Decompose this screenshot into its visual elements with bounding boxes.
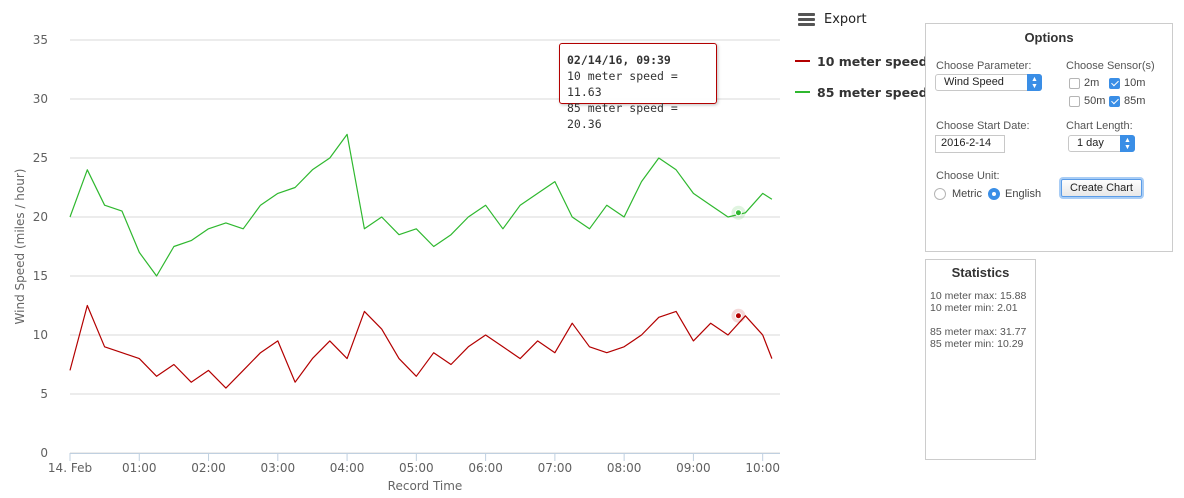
- stat-10m-max: 10 meter max: 15.88: [930, 290, 1027, 302]
- x-tick-label: 08:00: [607, 461, 642, 475]
- y-tick-label: 20: [33, 210, 48, 224]
- unit-english-radio[interactable]: [988, 188, 1000, 200]
- hamburger-menu-icon: [798, 13, 815, 26]
- legend-label-10m: 10 meter speed: [817, 53, 928, 69]
- chart-legend: 10 meter speed 85 meter speed: [795, 53, 928, 115]
- sensor-85m-label: 85m: [1124, 95, 1146, 107]
- y-tick-label: 25: [33, 151, 48, 165]
- statistics-title: Statistics: [951, 265, 1010, 280]
- start-date-label: Choose Start Date:: [936, 120, 1030, 132]
- select-arrows-icon: ▲ ▼: [1120, 135, 1135, 152]
- y-axis-title: Wind Speed (miles / hour): [13, 169, 27, 325]
- x-tick-label: 07:00: [538, 461, 573, 475]
- legend-swatch-10m: [795, 60, 810, 62]
- x-tick-label: 10:00: [745, 461, 780, 475]
- chart-length-value: 1 day: [1077, 137, 1104, 149]
- hover-point-85m: [734, 209, 742, 217]
- y-tick-label: 30: [33, 92, 48, 106]
- sensor-10m-label: 10m: [1124, 77, 1146, 89]
- tooltip-title: 02/14/16, 09:39: [567, 53, 671, 67]
- legend-swatch-85m: [795, 91, 810, 93]
- legend-label-85m: 85 meter speed: [817, 84, 928, 100]
- tooltip-line-85m: 85 meter speed = 20.36: [567, 101, 678, 131]
- series-line-10m: [69, 304, 773, 389]
- statistics-panel: Statistics: [925, 259, 1036, 460]
- x-tick-label: 01:00: [122, 461, 157, 475]
- x-tick-label: 06:00: [468, 461, 503, 475]
- stat-10m-min: 10 meter min: 2.01: [930, 302, 1018, 314]
- parameter-select[interactable]: Wind Speed ▲ ▼: [935, 74, 1042, 91]
- sensor-2m-checkbox[interactable]: [1069, 78, 1080, 89]
- hover-point-10m: [734, 312, 742, 320]
- y-tick-label: 10: [33, 328, 48, 342]
- tooltip-line-10m: 10 meter speed = 11.63: [567, 69, 678, 99]
- sensor-10m-checkbox[interactable]: [1109, 78, 1120, 89]
- x-tick-label: 03:00: [261, 461, 296, 475]
- series-line-85m: [69, 133, 773, 277]
- x-tick-label: 04:00: [330, 461, 365, 475]
- create-chart-button[interactable]: Create Chart: [1061, 179, 1142, 197]
- legend-item-85m[interactable]: 85 meter speed: [795, 84, 928, 100]
- x-axis-title: Record Time: [388, 479, 463, 493]
- y-tick-label: 5: [40, 387, 48, 401]
- stat-85m-min: 85 meter min: 10.29: [930, 338, 1024, 350]
- x-tick-label: 05:00: [399, 461, 434, 475]
- unit-metric-label: Metric: [952, 188, 982, 200]
- sensors-label: Choose Sensor(s): [1066, 60, 1155, 72]
- chart-length-select[interactable]: 1 day ▲ ▼: [1068, 135, 1135, 152]
- x-tick-label: 14. Feb: [48, 461, 92, 475]
- export-label: Export: [824, 12, 867, 27]
- unit-label: Choose Unit:: [936, 170, 1000, 182]
- export-menu-button[interactable]: Export: [798, 12, 867, 27]
- parameter-select-value: Wind Speed: [944, 76, 1004, 88]
- chart-tooltip: 02/14/16, 09:39 10 meter speed = 11.63 8…: [559, 43, 717, 131]
- unit-metric-radio[interactable]: [934, 188, 946, 200]
- parameter-label: Choose Parameter:: [936, 60, 1032, 72]
- start-date-input[interactable]: 2016-2-14: [935, 135, 1005, 153]
- y-tick-label: 0: [40, 446, 48, 460]
- select-arrows-icon: ▲ ▼: [1027, 74, 1042, 91]
- sensor-50m-checkbox[interactable]: [1069, 96, 1080, 107]
- y-tick-label: 35: [33, 33, 48, 47]
- sensor-85m-checkbox[interactable]: [1109, 96, 1120, 107]
- unit-english-label: English: [1005, 188, 1042, 200]
- options-title: Options: [1024, 30, 1074, 45]
- sensor-2m-label: 2m: [1084, 77, 1100, 89]
- sensor-50m-label: 50m: [1084, 95, 1106, 107]
- y-tick-label: 15: [33, 269, 48, 283]
- chart-length-label: Chart Length:: [1066, 120, 1133, 132]
- x-tick-label: 09:00: [676, 461, 711, 475]
- legend-item-10m[interactable]: 10 meter speed: [795, 53, 928, 69]
- x-tick-label: 02:00: [191, 461, 226, 475]
- stat-85m-max: 85 meter max: 31.77: [930, 326, 1027, 338]
- wind-speed-chart: 0 5 10 15 20 25 30 35 14. Feb 01:00 02:00 03:00 04:0…: [13, 33, 780, 493]
